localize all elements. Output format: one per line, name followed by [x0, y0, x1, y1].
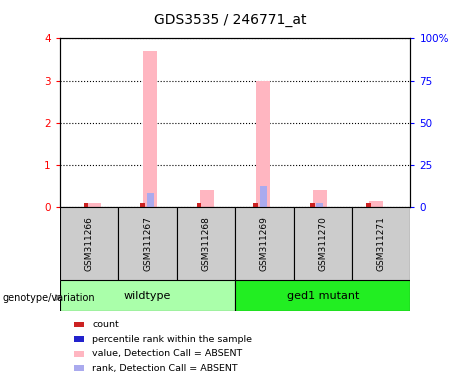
Bar	[141, 203, 145, 207]
Text: GSM311271: GSM311271	[377, 217, 385, 271]
Bar	[147, 193, 154, 207]
Bar	[177, 207, 235, 280]
Bar	[235, 280, 410, 311]
Text: GSM311268: GSM311268	[201, 217, 210, 271]
Text: count: count	[92, 320, 119, 329]
Text: value, Detection Call = ABSENT: value, Detection Call = ABSENT	[92, 349, 242, 358]
Bar	[369, 201, 384, 207]
Bar	[366, 203, 371, 207]
Bar	[118, 207, 177, 280]
Bar	[260, 186, 267, 207]
Text: percentile rank within the sample: percentile rank within the sample	[92, 334, 252, 344]
Text: genotype/variation: genotype/variation	[2, 293, 95, 303]
Bar	[310, 203, 314, 207]
Text: rank, Detection Call = ABSENT: rank, Detection Call = ABSENT	[92, 364, 238, 373]
Bar	[60, 280, 235, 311]
Text: GSM311267: GSM311267	[143, 217, 152, 271]
Bar	[143, 51, 157, 207]
Bar	[352, 207, 410, 280]
Bar	[316, 203, 324, 207]
Text: GDS3535 / 246771_at: GDS3535 / 246771_at	[154, 13, 307, 27]
Bar	[254, 203, 258, 207]
Bar	[294, 207, 352, 280]
Text: GSM311266: GSM311266	[85, 217, 94, 271]
Bar	[256, 81, 271, 207]
Bar	[84, 203, 89, 207]
Bar	[235, 207, 294, 280]
Text: wildtype: wildtype	[124, 291, 171, 301]
Bar	[87, 203, 101, 207]
Text: GSM311270: GSM311270	[318, 217, 327, 271]
Text: GSM311269: GSM311269	[260, 217, 269, 271]
Bar	[60, 207, 118, 280]
Bar	[197, 203, 201, 207]
Text: ged1 mutant: ged1 mutant	[287, 291, 359, 301]
Bar	[313, 190, 327, 207]
Bar	[200, 190, 214, 207]
